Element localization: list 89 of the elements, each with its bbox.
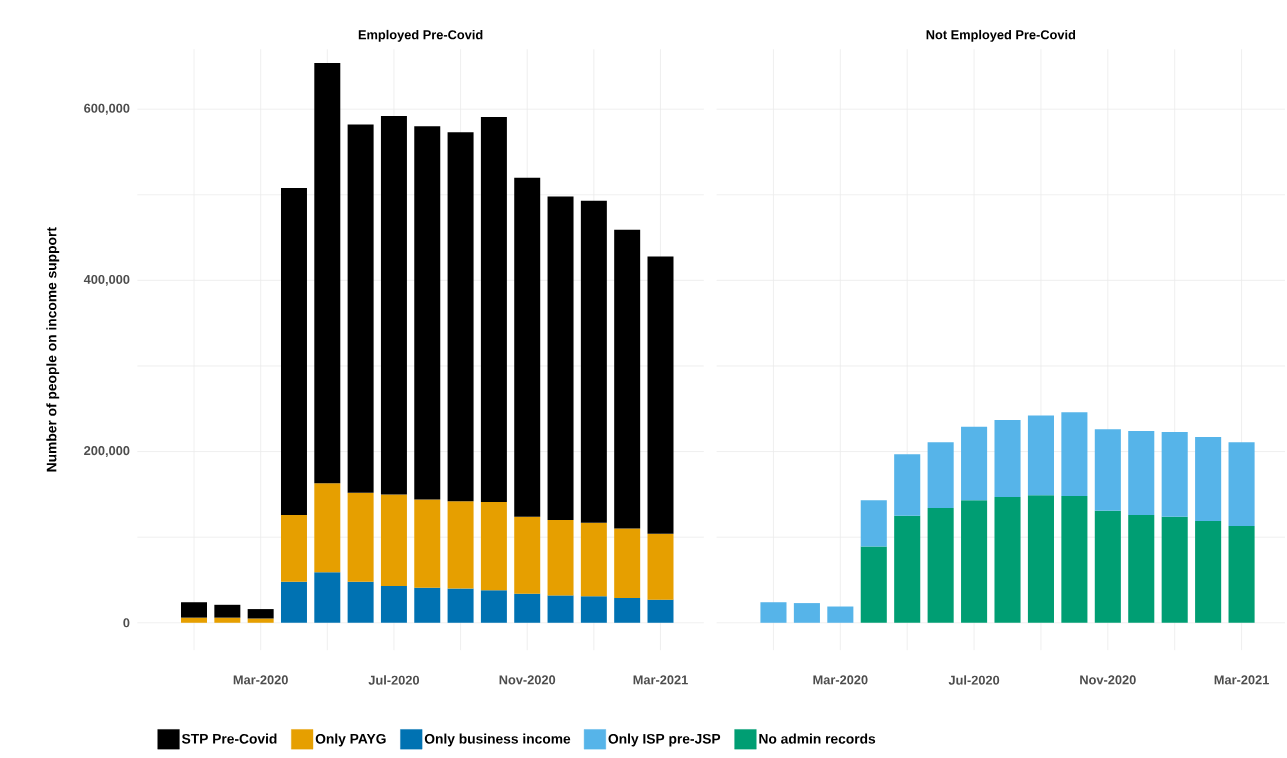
bar <box>894 516 921 623</box>
bar <box>927 508 954 623</box>
bar <box>580 596 607 623</box>
bar <box>480 502 507 591</box>
bar <box>647 533 674 600</box>
bar <box>347 124 374 493</box>
bar <box>414 126 441 500</box>
bar <box>214 617 241 623</box>
bar <box>447 132 474 502</box>
x-tick-label: Mar-2021 <box>1214 675 1269 685</box>
bar <box>1228 442 1255 527</box>
bar <box>1094 429 1121 511</box>
bar <box>280 581 307 623</box>
bar <box>827 606 854 623</box>
x-tick-label: Nov-2020 <box>1080 675 1136 685</box>
bar <box>247 609 274 619</box>
bar <box>280 515 307 582</box>
bar <box>480 590 507 623</box>
x-tick-label: Jul-2020 <box>948 675 1000 685</box>
bar <box>414 499 441 588</box>
bar <box>447 588 474 623</box>
bar <box>181 602 208 618</box>
bar <box>1027 415 1054 496</box>
x-tick-label: Mar-2021 <box>633 675 688 685</box>
bar <box>1195 521 1222 623</box>
bar <box>380 494 407 587</box>
bar <box>860 500 887 547</box>
chart-title: Not Employed Pre-Covid <box>926 30 1076 43</box>
x-tick-label: Nov-2020 <box>499 675 556 685</box>
x-tick-label: Mar-2020 <box>233 675 288 685</box>
bar <box>1128 515 1155 623</box>
bar <box>580 522 607 597</box>
bar <box>760 602 787 623</box>
bar <box>514 593 541 623</box>
bar <box>994 420 1021 498</box>
bar <box>547 196 574 521</box>
bar <box>614 528 641 599</box>
bar <box>380 116 407 495</box>
bar <box>860 546 887 623</box>
bar <box>480 117 507 503</box>
bar <box>1161 516 1188 623</box>
legend-label: Only business income <box>424 733 571 747</box>
bar <box>1027 495 1054 623</box>
bar <box>547 520 574 596</box>
bar <box>647 256 674 534</box>
x-tick-label: Mar-2020 <box>813 675 868 685</box>
y-tick-label: 0 <box>123 618 130 628</box>
bar <box>247 618 274 623</box>
legend-label: Only ISP pre-JSP <box>608 733 721 747</box>
bar <box>647 599 674 623</box>
y-tick-label: 200,000 <box>84 446 130 458</box>
bar <box>547 595 574 623</box>
bar <box>347 581 374 623</box>
bar <box>514 516 541 594</box>
bar <box>447 501 474 589</box>
bar <box>314 63 341 484</box>
bar <box>214 605 241 618</box>
bar <box>894 454 921 516</box>
bar <box>380 586 407 623</box>
bar <box>580 200 607 523</box>
bar <box>614 230 641 529</box>
legend-label: Only PAYG <box>315 733 386 747</box>
bar <box>961 426 988 501</box>
bar <box>927 442 954 509</box>
bar <box>314 483 341 573</box>
bar <box>614 598 641 623</box>
bar <box>1228 526 1255 623</box>
y-tick-label: 400,000 <box>83 275 130 287</box>
bar <box>280 188 307 516</box>
bar <box>514 177 541 517</box>
y-axis-title: Number of people on income support <box>46 227 60 472</box>
x-tick-label: Jul-2020 <box>368 675 420 685</box>
bar <box>994 497 1021 623</box>
bar <box>1128 431 1155 516</box>
bar <box>1061 496 1088 623</box>
bar <box>181 617 208 623</box>
bar <box>1195 437 1222 522</box>
bar <box>314 572 341 623</box>
bar <box>347 492 374 582</box>
bar <box>1061 412 1088 497</box>
legend-label: No admin records <box>759 733 876 744</box>
legend-label: STP Pre-Covid <box>181 733 277 744</box>
y-tick-label: 600,000 <box>84 103 130 115</box>
bar <box>1094 510 1121 623</box>
bar <box>961 500 988 623</box>
chart-title: Employed Pre-Covid <box>358 30 483 43</box>
bar <box>793 603 820 623</box>
bar <box>414 587 441 623</box>
bar <box>1161 432 1188 517</box>
